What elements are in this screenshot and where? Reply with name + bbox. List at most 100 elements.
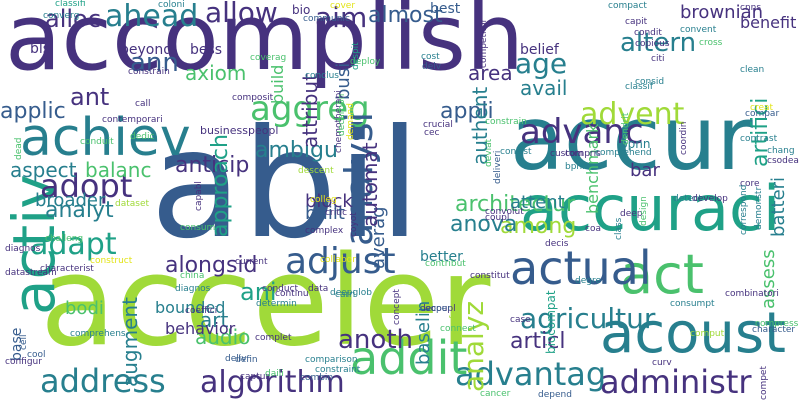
- word-cell: cell: [19, 334, 29, 350]
- word-constraint: constraint: [315, 365, 361, 375]
- word-bpnn: bpnn: [620, 137, 651, 151]
- word-consid: consid: [635, 77, 665, 87]
- word-class: class: [614, 217, 624, 240]
- word-accuraci: accuraci: [520, 172, 781, 245]
- word-ant: ant: [70, 83, 110, 111]
- word-ani: ani: [240, 278, 277, 306]
- word-consumpt: consumpt: [670, 299, 715, 309]
- word-businesspeopl: businesspeopl: [200, 124, 279, 137]
- word-constitut: constitut: [470, 271, 510, 281]
- word-anoth: anoth: [338, 325, 413, 355]
- word-address: address: [40, 362, 166, 400]
- word-compact: compact: [608, 1, 647, 11]
- word-block: block: [305, 191, 353, 212]
- word-converg: converg: [43, 11, 80, 21]
- word-determin: determin: [256, 299, 297, 309]
- word-contrast: contrast: [740, 134, 778, 144]
- word-cool: cool: [27, 350, 46, 360]
- word-bar: bar: [630, 160, 660, 181]
- word-adapt: adapt: [30, 227, 117, 262]
- word-deep: deep: [620, 209, 643, 219]
- word-competitor: competitor: [479, 18, 489, 68]
- word-articl: articl: [510, 329, 566, 354]
- word-coupl: coupl: [485, 213, 510, 223]
- word-contemporari: contemporari: [102, 115, 163, 125]
- word-agricultur: agricultur: [520, 302, 656, 335]
- word-axiom: axiom: [185, 61, 247, 85]
- word-compar: compar: [745, 109, 780, 119]
- word-coa: coa: [585, 224, 601, 234]
- word-behavior: behavior: [165, 319, 236, 338]
- word-capit: capit: [625, 17, 648, 27]
- word-contribut: contribut: [425, 259, 466, 269]
- word-develop: develop: [692, 194, 728, 204]
- word-deepglob: deepglob: [330, 288, 372, 298]
- word-area: area: [468, 61, 513, 85]
- word-diagnos: diagnos: [5, 244, 41, 254]
- word-complet: complet: [255, 333, 292, 343]
- word-delv: delv: [422, 62, 442, 72]
- word-anticip: anticip: [175, 153, 250, 178]
- word-convent: convent: [680, 25, 717, 35]
- word-aggreg: aggreg: [250, 89, 370, 129]
- word-detect: detect: [673, 194, 702, 204]
- word-colleg: colleg: [310, 195, 337, 205]
- word-comput: comput: [690, 329, 725, 339]
- word-automat: automat: [358, 142, 382, 227]
- word-decis: decis: [545, 239, 569, 249]
- word-decoupl: decoupl: [420, 304, 456, 314]
- word-classifi: classifi: [55, 0, 86, 9]
- word-algorithm: algorithm: [200, 365, 345, 400]
- word-clean: clean: [740, 65, 765, 75]
- word-china: china: [180, 271, 205, 281]
- word-capabl: capabl: [194, 180, 204, 211]
- word-comparison: comparison: [305, 355, 358, 365]
- word-bls: bls: [30, 41, 51, 57]
- word-advent: advent: [580, 97, 685, 132]
- word-advantag: advantag: [455, 355, 607, 393]
- word-approach: approach: [208, 133, 233, 237]
- word-character: character: [752, 325, 796, 335]
- word-coyot: coyot: [349, 211, 359, 237]
- word-coeffici: coeffici: [185, 306, 218, 316]
- word-allow: allow: [205, 0, 278, 29]
- word-comprehend: comprehend: [595, 148, 652, 158]
- word-analyz: analyz: [457, 301, 490, 393]
- word-condit: condit: [634, 28, 662, 38]
- word-custom: custom: [550, 149, 584, 159]
- word-conduit: conduit: [80, 137, 114, 147]
- word-deliveri: deliveri: [493, 150, 503, 184]
- word-conduct: conduct: [262, 284, 299, 294]
- word-configur: configur: [5, 357, 42, 367]
- word-architectur: architectur: [455, 192, 576, 217]
- word-conclus: conclus: [305, 71, 340, 81]
- word-bio: bio: [292, 3, 311, 17]
- word-art: art: [200, 308, 229, 332]
- word-deliv: deliv: [225, 354, 247, 364]
- word-dead: dead: [14, 137, 24, 160]
- word-addit: addit: [350, 331, 468, 385]
- word-copious: copious: [635, 39, 670, 49]
- word-cec: cec: [424, 128, 440, 138]
- word-administr: administr: [600, 363, 752, 400]
- word-call: call: [135, 99, 151, 109]
- word-concept: concept: [392, 288, 402, 325]
- word-acceler: acceler: [40, 230, 491, 374]
- word-bpnn: bpnn: [565, 162, 588, 172]
- word-ahead: ahead: [105, 0, 199, 34]
- word-best: best: [430, 1, 461, 17]
- word-data: data: [308, 284, 329, 294]
- word-advanc: advanc: [520, 112, 644, 152]
- word-cover: cover: [330, 1, 356, 11]
- word-datastream: datastream: [5, 268, 57, 278]
- word-convolut: convolut: [485, 207, 524, 217]
- word-consum: consum: [180, 223, 216, 233]
- word-compress: compress: [755, 319, 799, 329]
- word-cnns: cnns: [740, 3, 762, 13]
- word-characterist: characterist: [40, 264, 94, 274]
- word-adopt: adopt: [40, 167, 133, 205]
- word-correspond: correspond: [739, 184, 749, 235]
- word-csodea: csodea: [767, 156, 799, 166]
- word-despit: despit: [351, 42, 361, 70]
